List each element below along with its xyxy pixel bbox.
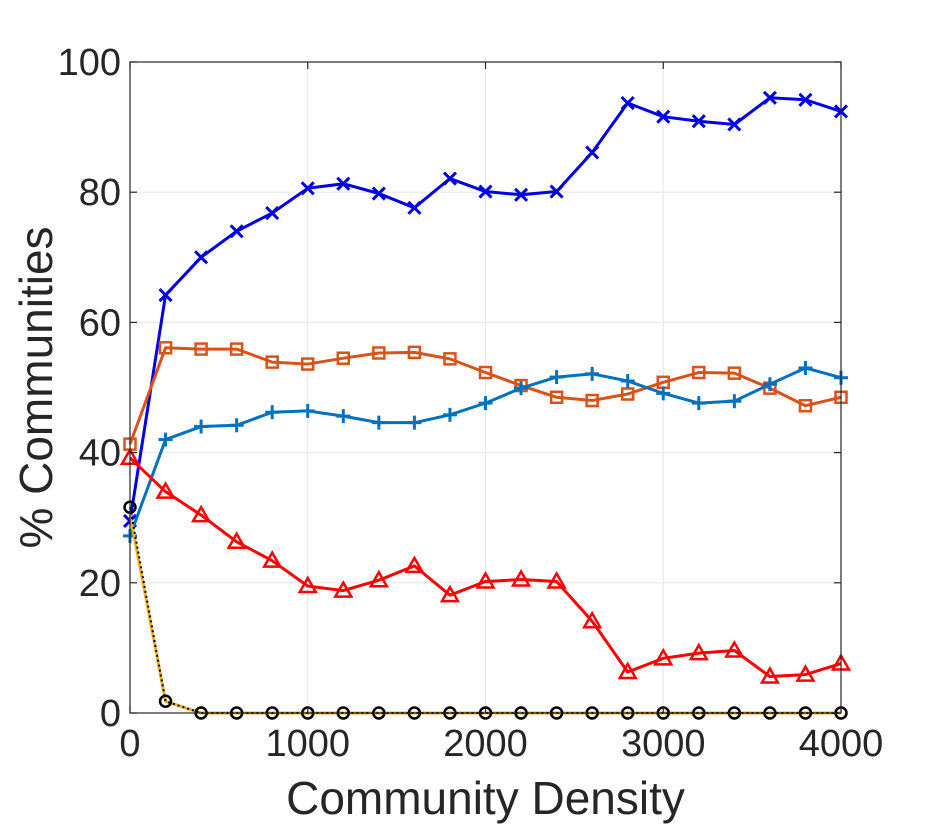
triangle-marker: [333, 580, 354, 598]
triangle-marker: [724, 639, 745, 658]
x-marker: [585, 145, 600, 160]
series-0: [122, 90, 849, 529]
x-marker: [478, 184, 493, 199]
y-tick-label: 100: [58, 42, 121, 84]
x-marker: [513, 187, 529, 202]
square-marker: [372, 346, 386, 360]
triangle-marker: [404, 555, 425, 574]
x-marker: [656, 109, 671, 124]
series-1: [123, 341, 848, 451]
y-axis-label: % Communities: [10, 226, 62, 548]
triangle-marker: [653, 647, 674, 666]
x-marker: [798, 92, 813, 107]
x-marker: [727, 117, 742, 132]
square-marker: [727, 366, 742, 380]
x-marker: [300, 181, 315, 196]
square-marker: [229, 342, 244, 356]
x-marker: [336, 176, 351, 191]
square-marker: [265, 355, 279, 369]
triangle-marker: [368, 569, 390, 588]
x-marker: [762, 90, 777, 105]
triangle-marker: [226, 531, 247, 550]
triangle-marker: [190, 504, 212, 523]
y-tick-label: 20: [79, 563, 121, 605]
square-marker: [585, 393, 599, 408]
square-marker: [443, 352, 457, 366]
series-layer: [119, 90, 852, 720]
square-marker: [158, 341, 173, 355]
x-marker: [371, 186, 386, 201]
triangle-marker: [688, 642, 709, 661]
triangle-marker: [297, 575, 318, 594]
x-marker: [265, 205, 280, 221]
triangle-marker: [546, 570, 567, 589]
square-marker: [407, 345, 422, 360]
series-line: [128, 456, 842, 679]
triangle-marker: [475, 570, 496, 589]
y-tick-label: 60: [79, 302, 121, 344]
x-marker: [691, 114, 706, 129]
circle-marker: [158, 694, 173, 709]
x-marker: [194, 250, 209, 265]
square-marker: [620, 387, 635, 401]
y-tick-label: 80: [79, 172, 121, 214]
x-marker: [620, 95, 635, 111]
series-line: [128, 346, 842, 445]
triangle-marker: [155, 481, 176, 499]
square-marker: [336, 351, 351, 365]
triangle-marker: [439, 584, 461, 603]
square-marker: [301, 357, 315, 371]
y-tick-label: 40: [79, 433, 121, 475]
x-marker: [442, 171, 458, 186]
triangle-marker: [581, 610, 603, 629]
triangle-marker: [262, 550, 283, 568]
square-marker: [549, 390, 564, 405]
series-3: [119, 447, 852, 684]
x-tick-label: 2000: [443, 723, 528, 765]
triangle-marker: [759, 666, 781, 684]
y-axis: 0 20 40 60 80 100: [58, 42, 841, 735]
square-marker: [478, 365, 493, 380]
square-marker: [194, 342, 208, 356]
x-tick-label: 0: [119, 723, 140, 765]
series-2: [123, 360, 848, 543]
x-tick-label: 1000: [265, 723, 350, 765]
square-marker: [692, 365, 706, 380]
x-marker: [407, 200, 422, 215]
triangle-marker: [617, 661, 638, 680]
triangle-marker: [510, 569, 532, 587]
y-tick-label: 0: [100, 693, 121, 735]
x-tick-label: 3000: [621, 723, 706, 765]
x-marker: [549, 184, 564, 199]
square-marker: [798, 398, 813, 413]
x-marker: [229, 224, 244, 239]
x-marker: [158, 287, 173, 303]
x-tick-label: 4000: [799, 723, 884, 765]
x-axis: 0 1000 2000 3000 4000: [119, 62, 883, 765]
triangle-marker: [795, 664, 816, 682]
x-axis-label: Community Density: [286, 772, 685, 824]
